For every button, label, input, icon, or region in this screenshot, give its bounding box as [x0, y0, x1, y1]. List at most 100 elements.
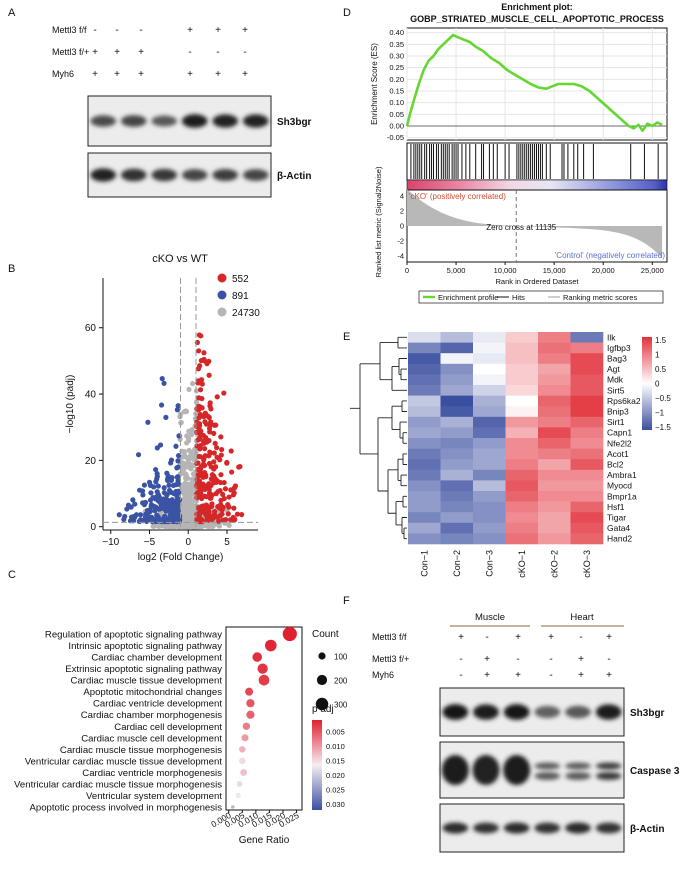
volcano-point-up [201, 457, 207, 463]
genotype-sign: + [458, 632, 464, 643]
go-term-label: Ventricular cardiac muscle tissue develo… [25, 756, 223, 767]
volcano-point-up [230, 515, 236, 522]
volcano-point-down [158, 402, 165, 408]
blot-f-actin-band [534, 822, 561, 834]
volcano-point-down [168, 477, 174, 483]
es-y-tick-label: 0.00 [389, 122, 404, 131]
volcano-point-up [212, 478, 218, 484]
panel-letter-c: C [8, 569, 16, 581]
heatmap-cell [570, 459, 604, 471]
go-term-label: Cardiac chamber morphogenesis [81, 710, 223, 721]
genotype-sign: + [578, 670, 584, 681]
blot-f-sh3bgr-band [442, 704, 469, 720]
volcano-point-down [174, 407, 180, 413]
blot-a-sh3bgr-label: Sh3bgr [277, 117, 312, 128]
volcano-point-down [125, 502, 132, 508]
blot-f-caspase-label: Caspase 3 [630, 766, 680, 777]
heatmap-cell [408, 533, 441, 545]
volcano-point-down [175, 458, 181, 464]
heatmap-cell [505, 491, 539, 502]
volcano-point-up [214, 445, 220, 451]
volcano-y-tick-label: 0 [90, 522, 96, 533]
heatmap-legend-label: 1 [655, 350, 660, 359]
heatmap-cell [440, 469, 474, 481]
heatmap-cell [408, 438, 441, 449]
genotype-sign: - [459, 654, 462, 665]
heatmap-row-label: Myocd [607, 481, 632, 491]
genotype-sign: - [579, 632, 582, 643]
genotype-sign: + [215, 25, 221, 36]
volcano-point-down [175, 453, 182, 459]
heatmap-legend-label: 1.5 [655, 336, 667, 345]
volcano-point-ns [189, 381, 196, 387]
volcano-point-down [164, 470, 170, 476]
volcano-point-down [154, 518, 160, 524]
genotype-sign: - [216, 47, 219, 58]
volcano-point-ns [184, 462, 191, 469]
volcano-point-up [194, 419, 200, 425]
panel-e: E IlkIgfbp3Bag3AgtMdkSirt5Rps6ka2Bnip3Si… [343, 331, 671, 578]
heatmap-column-label: Con−1 [419, 550, 429, 577]
dotplot-x-label: Gene Ratio [239, 835, 290, 846]
go-term-label: Cardiac chamber development [91, 653, 222, 664]
genotype-sign: - [549, 670, 552, 681]
heatmap-row-label: Ilk [607, 332, 616, 342]
panel-letter-d: D [343, 7, 351, 19]
volcano-point-up [197, 387, 204, 393]
heatmap-cell [570, 491, 604, 502]
heatmap-row-label: Capn1 [607, 428, 632, 438]
volcano-point-down [147, 508, 153, 514]
heatmap-cell [505, 459, 539, 471]
heatmap-cell [570, 480, 604, 492]
volcano-point-down [165, 477, 171, 484]
go-term-label: Cardiac ventricle development [93, 699, 222, 710]
volcano-point-up [224, 460, 230, 466]
heatmap-cell [408, 363, 441, 375]
genotype-sign: - [243, 47, 246, 58]
heatmap-column-label: cKO−1 [517, 550, 527, 578]
genotype-sign: - [516, 654, 519, 665]
volcano-point-up [207, 403, 213, 409]
volcano-point-up [222, 486, 229, 492]
volcano-point-ns [184, 484, 190, 490]
volcano-x-tick-label: −5 [144, 537, 156, 548]
heatmap-cell [408, 395, 441, 407]
es-y-tick-label: 0.05 [389, 110, 404, 119]
heatmap-cell [473, 522, 506, 534]
heatmap-cell [538, 353, 571, 365]
genotype-sign: - [188, 47, 191, 58]
es-y-tick-label: 0.40 [389, 28, 404, 37]
blot-a-sh3bgr-band [242, 114, 269, 128]
volcano-point-ns [181, 522, 188, 528]
padj-legend-label: 0.030 [326, 800, 345, 809]
panel-b: B cKO vs WT −10 −5 0 5 0 20 40 60 log2 (Fold Cha… [8, 253, 260, 563]
gsea-x-tick-label: 10,000 [494, 266, 517, 275]
heatmap-cell [473, 491, 506, 502]
volcano-point-up [200, 438, 206, 444]
volcano-point-down [164, 492, 170, 498]
volcano-point-up [208, 495, 214, 501]
volcano-point-up [223, 517, 229, 523]
heatmap-row-label: Bag3 [607, 353, 627, 363]
volcano-point-up [195, 437, 201, 443]
blot-f-caspase-band [595, 772, 622, 780]
go-term-label: Ventricular system development [86, 791, 222, 802]
volcano-legend-marker [217, 273, 227, 283]
volcano-point-up [218, 452, 224, 458]
blot-f-caspase-membrane [439, 741, 625, 799]
volcano-point-ns [183, 472, 189, 478]
heatmap-cell [440, 363, 474, 375]
heatmap-column-label: Con−3 [484, 550, 494, 577]
volcano-point-down [173, 443, 179, 449]
metric-y-tick-label: 4 [400, 192, 404, 201]
volcano-point-ns [186, 447, 192, 453]
panel-a-blots: Sh3bgr β-Actin [87, 95, 312, 198]
volcano-point-up [196, 348, 202, 354]
volcano-point-ns [186, 523, 192, 529]
volcano-point-up [211, 450, 217, 456]
volcano-point-up [196, 425, 202, 432]
genotype-sign: + [92, 47, 98, 58]
genotype-sign: + [138, 47, 144, 58]
panel-a: A Mettl3 f/f - - - + + +Mettl3 f/+ + + + - - -Myh6 + +… [8, 7, 312, 198]
blot-f-caspase-band [503, 755, 531, 785]
